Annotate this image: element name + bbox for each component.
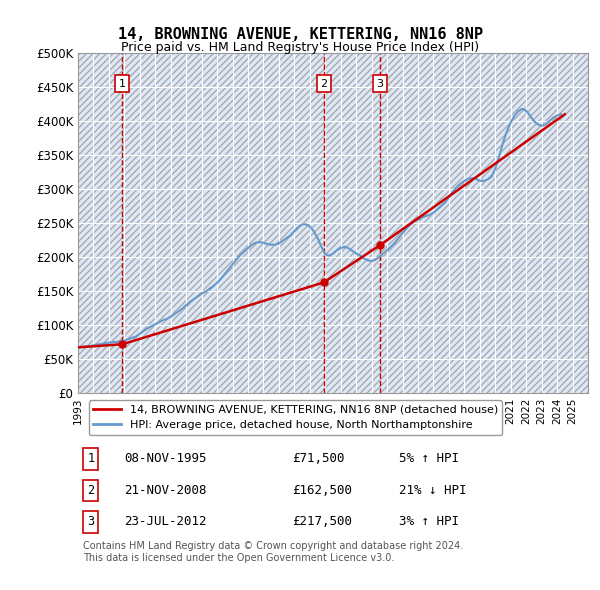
Text: £217,500: £217,500 xyxy=(292,516,352,529)
Legend: 14, BROWNING AVENUE, KETTERING, NN16 8NP (detached house), HPI: Average price, d: 14, BROWNING AVENUE, KETTERING, NN16 8NP… xyxy=(89,401,502,435)
Text: 3: 3 xyxy=(377,78,383,88)
Text: 21% ↓ HPI: 21% ↓ HPI xyxy=(400,484,467,497)
Text: 14, BROWNING AVENUE, KETTERING, NN16 8NP: 14, BROWNING AVENUE, KETTERING, NN16 8NP xyxy=(118,27,482,41)
Text: 1: 1 xyxy=(119,78,125,88)
Text: 2: 2 xyxy=(320,78,327,88)
Text: 21-NOV-2008: 21-NOV-2008 xyxy=(124,484,206,497)
Text: 5% ↑ HPI: 5% ↑ HPI xyxy=(400,453,460,466)
Text: 23-JUL-2012: 23-JUL-2012 xyxy=(124,516,206,529)
Text: 1: 1 xyxy=(87,453,94,466)
Text: 2: 2 xyxy=(87,484,94,497)
Text: Price paid vs. HM Land Registry's House Price Index (HPI): Price paid vs. HM Land Registry's House … xyxy=(121,41,479,54)
Text: £71,500: £71,500 xyxy=(292,453,344,466)
Text: 3: 3 xyxy=(87,516,94,529)
Text: 08-NOV-1995: 08-NOV-1995 xyxy=(124,453,206,466)
Text: Contains HM Land Registry data © Crown copyright and database right 2024.
This d: Contains HM Land Registry data © Crown c… xyxy=(83,542,463,563)
Text: £162,500: £162,500 xyxy=(292,484,352,497)
Text: 3% ↑ HPI: 3% ↑ HPI xyxy=(400,516,460,529)
